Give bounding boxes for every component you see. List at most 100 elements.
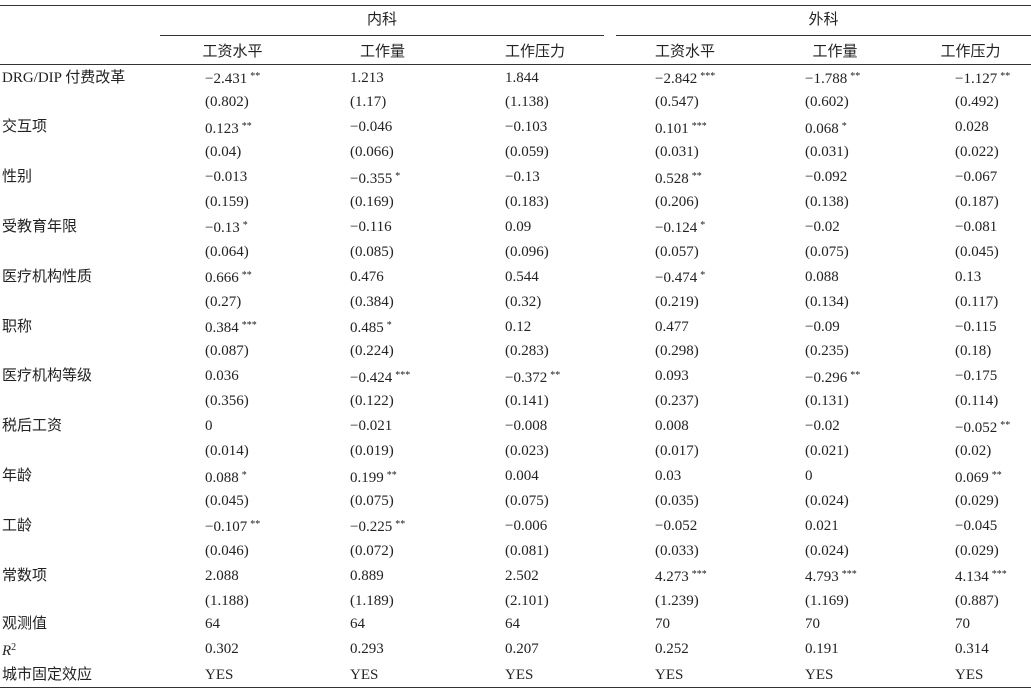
significance: *: [242, 220, 248, 232]
significance: **: [550, 369, 561, 381]
footer-cell: 0.191: [805, 641, 839, 658]
se-row: (1.188) (1.189) (2.101) (1.239) (1.169) (0.88…: [0, 590, 1031, 613]
se-cell: (0.18): [955, 343, 992, 360]
coef-cell: 0.528 **: [610, 165, 760, 191]
significance: ***: [700, 71, 716, 82]
coef-cell: 0.123 **: [160, 115, 305, 141]
coef-cell: −0.052: [655, 517, 698, 534]
label-sup: 2: [11, 642, 17, 654]
group-header: 外科: [616, 6, 1031, 36]
se-cell: (0.033): [655, 542, 699, 559]
se-cell: (0.298): [655, 343, 699, 360]
coef-row: 性别 −0.013 −0.355 * −0.13 0.528 ** −0.092 −0.067: [0, 165, 1031, 191]
row-label: 职称: [2, 318, 33, 335]
coef-cell: 4.134 ***: [910, 563, 1031, 589]
se-cell: (0.283): [505, 343, 549, 360]
se-cell: (0.075): [350, 492, 394, 509]
column-header: 工资水平: [610, 36, 761, 65]
se-cell: (0.085): [350, 243, 394, 260]
se-cell: (0.169): [350, 194, 394, 211]
coef-row: 受教育年限 −0.13 * −0.116 0.09 −0.124 * −0.02 −0.081: [0, 214, 1031, 240]
coefficient: 4.273: [655, 569, 689, 586]
coef-cell: −0.081: [955, 218, 998, 235]
coef-cell: −0.13 *: [160, 214, 305, 240]
significance: *: [841, 120, 847, 132]
coefficient: 0.068: [805, 120, 839, 137]
coef-cell: −0.116: [350, 218, 392, 235]
se-cell: (1.189): [350, 592, 394, 609]
coef-cell: −1.127 **: [910, 65, 1031, 92]
coef-cell: −0.09: [805, 318, 840, 335]
significance: ***: [841, 569, 857, 581]
coefficient: −0.372: [505, 369, 548, 386]
se-cell: (0.014): [205, 443, 249, 460]
coef-cell: −0.225 **: [305, 513, 460, 539]
coef-row: 医疗机构性质 0.666 ** 0.476 0.544 −0.474 * 0.088 0.13: [0, 264, 1031, 290]
coef-cell: 0.544: [505, 268, 539, 285]
coef-cell: 0.12: [505, 318, 532, 335]
significance: **: [850, 71, 861, 82]
se-row: (0.087) (0.224) (0.283) (0.298) (0.235) (0.18…: [0, 340, 1031, 363]
se-cell: (0.138): [805, 194, 849, 211]
coef-row: 年龄 0.088 * 0.199 ** 0.004 0.03 0 0.069 **: [0, 464, 1031, 490]
footer-cell: YES: [205, 666, 234, 683]
coef-cell: 4.793 ***: [760, 563, 910, 589]
se-cell: (0.059): [505, 144, 549, 161]
column-header: 工资水平: [160, 36, 305, 65]
se-row: (0.27) (0.384) (0.32) (0.219) (0.134) (0.117): [0, 291, 1031, 314]
row-label: 工龄: [2, 517, 33, 534]
coef-cell: 0.028: [955, 119, 989, 136]
coefficient: 4.793: [805, 569, 839, 586]
footer-cell: YES: [350, 666, 379, 683]
se-cell: (0.237): [655, 393, 699, 410]
footer-cell: 70: [955, 615, 971, 632]
se-cell: (0.131): [805, 393, 849, 410]
coefficient: −0.052: [955, 419, 998, 436]
se-cell: (0.066): [350, 144, 394, 161]
coef-cell: −0.021: [350, 418, 393, 435]
significance: **: [1000, 419, 1011, 431]
coefficient: −0.424: [350, 369, 393, 386]
significance: ***: [991, 569, 1007, 581]
significance: **: [241, 270, 252, 282]
column-header: 工作压力: [460, 36, 611, 65]
se-cell: (0.04): [205, 144, 242, 161]
se-cell: (0.206): [655, 194, 699, 211]
se-cell: (0.045): [205, 492, 249, 509]
se-cell: (0.134): [805, 293, 849, 310]
coef-cell: −0.107 **: [160, 513, 305, 539]
se-cell: (0.057): [655, 243, 699, 260]
se-cell: (0.045): [955, 243, 999, 260]
significance: **: [850, 369, 861, 381]
se-cell: (0.035): [655, 492, 699, 509]
regression-table: 内科 外科 工资水平 工作量 工作压力 工资水平 工作量 工作压力 DRG/DIP 付费改…: [0, 5, 1031, 688]
coef-cell: 0.384 ***: [160, 314, 305, 340]
se-cell: (0.492): [955, 94, 999, 111]
coef-cell: −0.124 *: [610, 214, 760, 240]
coef-cell: −1.788 **: [760, 65, 910, 92]
coef-cell: −0.424 ***: [305, 364, 460, 390]
row-label-empty: [0, 241, 160, 264]
coefficient: 0.069: [955, 469, 989, 486]
row-label-empty: [0, 440, 160, 463]
se-cell: (0.02): [955, 443, 992, 460]
coef-cell: 2.502: [505, 567, 539, 584]
footer-row: 城市固定效应 YES YES YES YES YES YES: [0, 664, 1031, 688]
se-cell: (0.887): [955, 592, 999, 609]
coef-cell: 2.088: [205, 567, 239, 584]
se-cell: (0.017): [655, 443, 699, 460]
footer-row: R2 0.302 0.293 0.207 0.252 0.191 0.314: [0, 636, 1031, 663]
se-cell: (0.031): [805, 144, 849, 161]
se-cell: (0.022): [955, 144, 999, 161]
coef-cell: 0.477: [655, 318, 689, 335]
significance: *: [700, 270, 706, 282]
se-row: (0.356) (0.122) (0.141) (0.237) (0.131) (0.11…: [0, 390, 1031, 413]
se-cell: (0.802): [205, 94, 249, 111]
footer-cell: 0.207: [505, 641, 539, 658]
se-cell: (0.021): [805, 443, 849, 460]
column-header: 工作压力: [910, 36, 1031, 65]
row-label: 年龄: [2, 468, 33, 484]
se-cell: (1.239): [655, 592, 699, 609]
coef-row: 常数项 2.088 0.889 2.502 4.273 *** 4.793 *** 4.134 *…: [0, 563, 1031, 589]
coef-cell: 0.069 **: [910, 464, 1031, 490]
